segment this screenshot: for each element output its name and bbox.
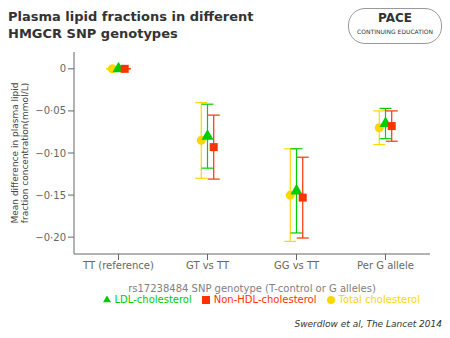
svg-text:Per G allele: Per G allele xyxy=(357,260,414,271)
html-text:Total cholesterol: Total cholesterol xyxy=(338,294,420,305)
svg-text:TT (reference): TT (reference) xyxy=(82,260,154,271)
svg-text:rs17238484 SNP genotype (T-con: rs17238484 SNP genotype (T-control or G … xyxy=(128,283,376,294)
svg-text:Mean difference in plasma lipi: Mean difference in plasma lipidfraction … xyxy=(10,83,30,224)
svg-text:GG vs TT: GG vs TT xyxy=(274,260,320,271)
svg-text:−0·20: −0·20 xyxy=(35,232,66,243)
svg-text:−0·10: −0·10 xyxy=(35,148,66,159)
html-text:CONTINUING EDUCATION: CONTINUING EDUCATION xyxy=(357,28,433,35)
svg-text:0: 0 xyxy=(60,63,66,74)
svg-text:−0·05: −0·05 xyxy=(35,105,66,116)
html-text:HMGCR SNP genotypes: HMGCR SNP genotypes xyxy=(8,26,178,41)
svg-text:GT vs TT: GT vs TT xyxy=(186,260,230,271)
html-text:PACE: PACE xyxy=(378,11,412,25)
html-text:Plasma lipid fractions in diff: Plasma lipid fractions in different xyxy=(8,9,254,24)
html-text:Swerdlow et al, The Lancet 201: Swerdlow et al, The Lancet 2014 xyxy=(294,319,442,329)
svg-text:−0·15: −0·15 xyxy=(35,190,66,201)
html-text:Non-HDL-cholesterol: Non-HDL-cholesterol xyxy=(213,294,317,305)
html-text:LDL-cholesterol: LDL-cholesterol xyxy=(114,294,192,305)
